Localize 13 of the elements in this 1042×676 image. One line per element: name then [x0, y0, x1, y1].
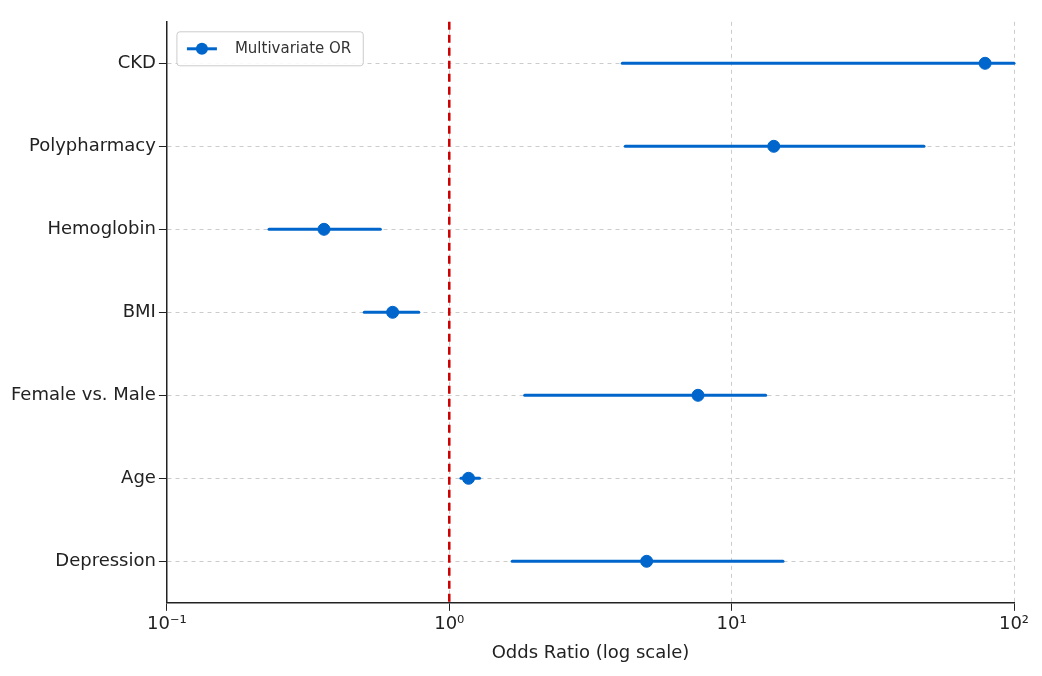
- y-tick-label: Depression: [55, 548, 156, 570]
- x-axis-title: Odds Ratio (log scale): [491, 640, 690, 662]
- x-tick-label: 10⁻¹: [147, 612, 187, 634]
- y-tick-label: Age: [121, 465, 156, 487]
- y-tick-label: Hemoglobin: [47, 216, 156, 238]
- x-tick-label: 10⁰: [434, 612, 465, 634]
- y-tick-label: BMI: [122, 299, 156, 321]
- x-tick-label: 10¹: [716, 612, 747, 634]
- x-tick-label: 10²: [998, 612, 1030, 634]
- y-tick-label: CKD: [117, 50, 156, 72]
- y-tick-label: Female vs. Male: [10, 382, 156, 404]
- legend-label: Multivariate OR: [234, 38, 352, 57]
- y-tick-label: Polypharmacy: [28, 133, 157, 155]
